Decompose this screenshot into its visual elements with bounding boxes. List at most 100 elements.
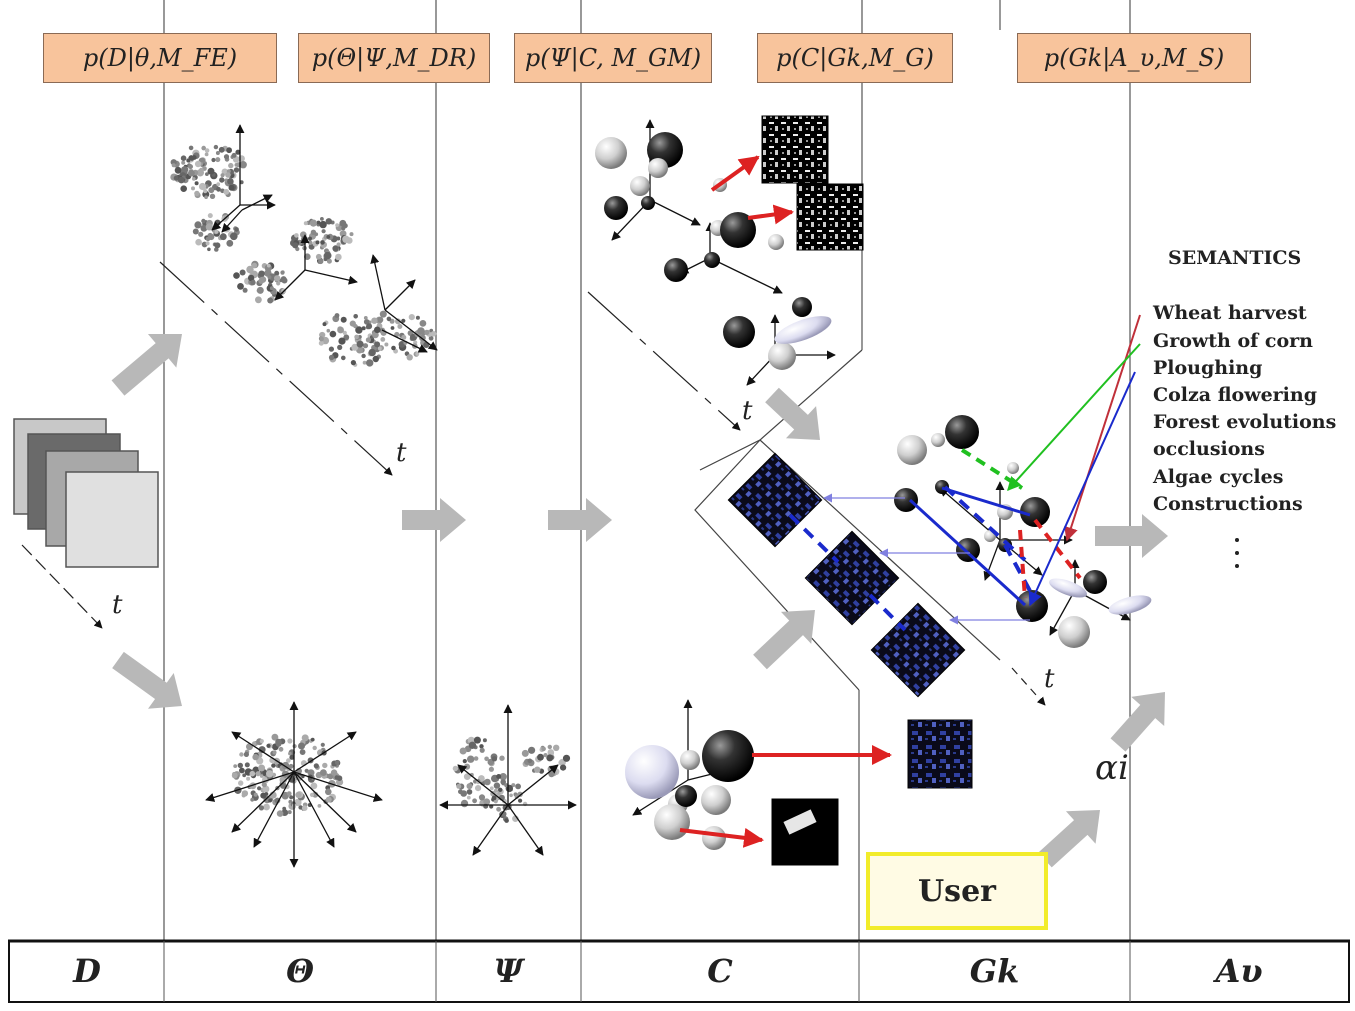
scatter-point	[249, 770, 256, 777]
scatter-point	[419, 320, 427, 327]
axis-arrow	[241, 194, 273, 211]
scatter-point	[546, 754, 554, 762]
scatter-point	[334, 313, 340, 318]
scatter-point	[562, 754, 571, 762]
scatter-point	[250, 797, 255, 802]
scatter-point	[365, 337, 371, 343]
scatter-point	[191, 186, 195, 191]
scatter-point	[231, 772, 238, 779]
scatter-point	[320, 240, 325, 245]
semantic-link	[1028, 371, 1136, 607]
user-box: User	[866, 852, 1048, 930]
scatter-point	[527, 758, 533, 764]
scatter-point	[261, 782, 267, 788]
scatter-point	[460, 799, 469, 808]
scatter-point	[363, 316, 368, 320]
scatter-point	[220, 173, 225, 178]
semantic-link	[1064, 314, 1141, 542]
scatter-point	[258, 746, 266, 754]
scatter-point	[303, 221, 308, 226]
scatter-point	[226, 239, 234, 247]
scatter-point	[215, 157, 221, 163]
axis-arrow	[507, 764, 559, 806]
scatter-point	[195, 238, 202, 246]
cluster-sphere	[768, 234, 784, 250]
scatter-point	[328, 346, 334, 352]
scatter-point	[287, 738, 293, 744]
scatter-point	[281, 277, 288, 284]
scatter-point	[274, 275, 281, 282]
axis-arrow	[472, 804, 509, 856]
flow-arrow	[765, 387, 820, 440]
scatter-point	[318, 340, 324, 346]
flow-arrow	[111, 333, 182, 396]
axis-arrow	[231, 731, 295, 773]
scatter-point	[194, 160, 202, 168]
scatter-point	[269, 286, 274, 291]
scatter-point	[353, 323, 357, 328]
cluster-sphere	[1007, 462, 1019, 474]
scatter-point	[318, 258, 324, 265]
cluster-frame-right	[699, 439, 1001, 661]
scatter-point	[511, 783, 516, 788]
scatter-point	[361, 353, 366, 359]
scatter-point	[363, 319, 370, 325]
scatter-point	[406, 354, 413, 361]
scatter-point	[491, 756, 498, 762]
time-label: t	[112, 590, 123, 620]
scatter-point	[401, 318, 406, 323]
scatter-point	[188, 145, 194, 151]
scatter-point	[219, 233, 227, 241]
scatter-point	[466, 795, 471, 800]
scatter-point	[288, 751, 292, 756]
axis-arrow	[211, 204, 241, 231]
scatter-point	[234, 227, 239, 232]
scatter-point	[218, 146, 225, 153]
scatter-point	[192, 177, 196, 181]
cluster-sphere	[680, 750, 700, 770]
scatter-point	[328, 354, 335, 361]
axis-arrow	[293, 771, 357, 833]
axis-arrow	[649, 199, 701, 226]
scatter-point	[341, 355, 346, 361]
scatter-point	[216, 182, 221, 187]
scatter-point	[560, 764, 567, 771]
semantics-item: occlusions	[1153, 438, 1265, 460]
scatter-point	[209, 193, 216, 199]
axis-arrow	[293, 771, 383, 802]
time-axis-theta	[159, 261, 393, 476]
scatter-point	[205, 241, 210, 246]
axis-arrow	[381, 329, 428, 353]
scatter-point	[379, 310, 387, 318]
scatter-point	[181, 160, 186, 165]
cluster-sphere	[702, 730, 754, 782]
scatter-point	[253, 792, 258, 797]
scatter-point	[384, 342, 389, 347]
scatter-point	[198, 182, 207, 191]
scatter-point	[509, 793, 513, 798]
scatter-point	[467, 755, 475, 763]
scatter-point	[553, 744, 560, 751]
scatter-point	[308, 236, 312, 241]
scatter-point	[309, 219, 317, 227]
scatter-point	[223, 189, 230, 195]
scatter-point	[484, 756, 489, 762]
scatter-point	[260, 792, 267, 799]
scatter-point	[336, 236, 341, 241]
scatter-point	[174, 166, 182, 174]
satellite-thumbnails	[727, 115, 973, 866]
scatter-point	[213, 242, 218, 247]
scatter-point	[463, 773, 471, 780]
scatter-point	[340, 316, 347, 323]
scatter-point	[310, 737, 315, 742]
flow-arrow	[1095, 514, 1168, 558]
scatter-point	[417, 327, 425, 335]
scatter-point	[528, 746, 536, 754]
semantics-item: Wheat harvest	[1153, 302, 1307, 324]
scatter-point	[274, 270, 280, 276]
scatter-point	[258, 805, 264, 811]
scatter-point	[194, 190, 200, 197]
cluster-sphere	[664, 258, 688, 282]
column-label-a: Aυ	[1215, 952, 1263, 990]
blue-dashed-links	[788, 485, 1037, 632]
